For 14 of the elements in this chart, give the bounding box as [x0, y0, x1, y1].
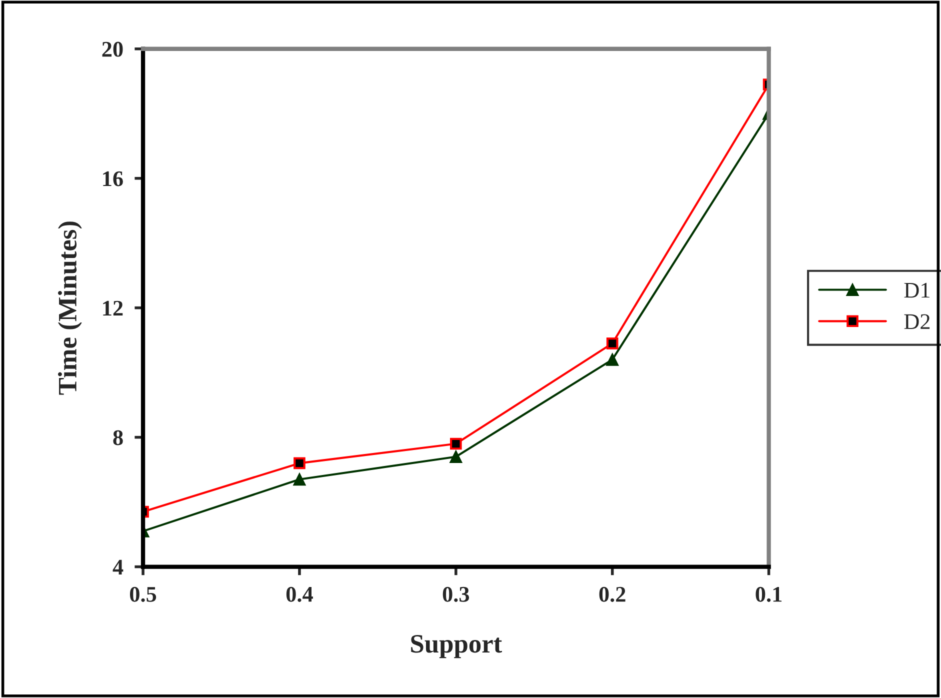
x-tick-label: 0.4 [286, 586, 313, 602]
y-tick-label: 16 [103, 171, 123, 186]
y-tick-label: 8 [113, 430, 123, 446]
legend-label: D2 [904, 314, 930, 329]
x-tick-label: 0.5 [130, 586, 156, 602]
y-tick-label: 20 [102, 42, 123, 57]
y-tick-label: 4 [112, 560, 124, 574]
x-tick-label: 0.1 [756, 586, 782, 602]
x-tick-label: 0.3 [442, 586, 470, 602]
legend-label: D1 [904, 282, 930, 298]
x-axis-title: Support [411, 634, 502, 658]
y-axis-title: Time (Minutes) [58, 222, 82, 395]
x-tick-label: 0.2 [599, 586, 626, 602]
y-tick-label: 12 [103, 300, 123, 316]
